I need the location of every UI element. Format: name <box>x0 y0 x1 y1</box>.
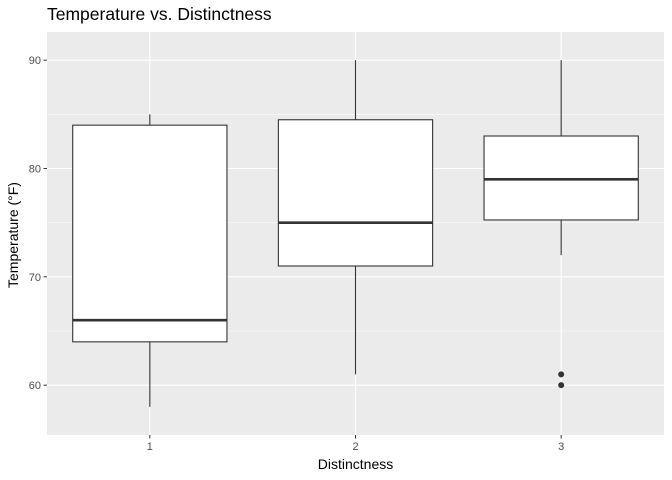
box-group-2 <box>277 60 434 375</box>
outlier-point <box>558 382 565 389</box>
y-tick-label: 90 <box>29 55 41 67</box>
y-tick-label: 80 <box>29 164 41 176</box>
y-axis-title: Temperature (°F) <box>5 182 21 288</box>
chart-title: Temperature vs. Distinctness <box>47 4 272 24</box>
box-iqr <box>483 135 639 221</box>
box-iqr <box>72 124 228 343</box>
x-axis-title: Distinctness <box>318 456 393 472</box>
box-group-3 <box>483 60 639 389</box>
outlier-point <box>558 371 565 378</box>
x-tick-label: 3 <box>558 441 564 453</box>
axes: 60 70 80 90 1 2 3 <box>29 55 564 453</box>
x-tick-label: 2 <box>352 441 358 453</box>
x-tick-label: 1 <box>147 441 153 453</box>
boxes <box>72 60 639 407</box>
box-iqr <box>277 119 434 267</box>
y-tick-label: 60 <box>29 380 41 392</box>
box-group-1 <box>72 114 228 407</box>
y-tick-label: 70 <box>29 272 41 284</box>
